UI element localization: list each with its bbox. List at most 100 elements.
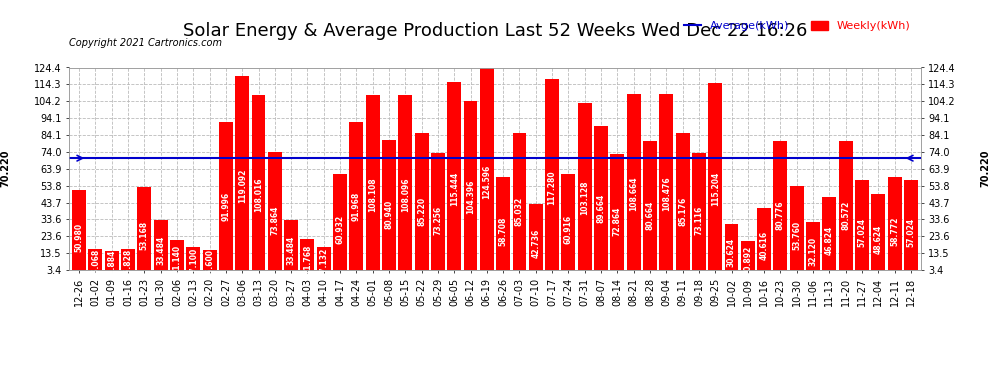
Text: 33.484: 33.484 <box>287 236 296 265</box>
Bar <box>301 239 315 276</box>
Text: 58.772: 58.772 <box>890 217 899 246</box>
Text: 80.940: 80.940 <box>384 200 393 230</box>
Bar <box>236 76 249 276</box>
Bar <box>904 180 918 276</box>
Text: 91.968: 91.968 <box>351 192 361 221</box>
Bar <box>398 95 412 276</box>
Bar <box>627 94 641 276</box>
Text: 80.572: 80.572 <box>842 200 850 230</box>
Text: 73.256: 73.256 <box>434 206 443 235</box>
Bar <box>72 190 86 276</box>
Bar <box>88 249 102 276</box>
Bar <box>463 101 477 276</box>
Bar <box>121 249 135 276</box>
Text: 117.280: 117.280 <box>547 170 556 205</box>
Bar <box>219 122 233 276</box>
Bar <box>153 220 167 276</box>
Bar <box>480 67 494 276</box>
Bar <box>365 95 379 276</box>
Bar <box>415 133 429 276</box>
Bar <box>888 177 902 276</box>
Bar <box>578 103 592 276</box>
Text: 115.444: 115.444 <box>449 172 458 206</box>
Bar <box>806 222 820 276</box>
Text: 85.176: 85.176 <box>678 197 687 226</box>
Bar <box>496 177 510 276</box>
Text: 89.664: 89.664 <box>597 194 606 223</box>
Bar <box>708 83 722 276</box>
Text: Solar Energy & Average Production Last 52 Weeks Wed Dec 22 16:26: Solar Energy & Average Production Last 5… <box>183 22 807 40</box>
Bar <box>251 95 265 276</box>
Text: 108.664: 108.664 <box>629 177 639 211</box>
Text: 60.932: 60.932 <box>336 215 345 244</box>
Text: 108.476: 108.476 <box>661 177 671 211</box>
Bar <box>349 122 363 276</box>
Bar <box>431 153 445 276</box>
Text: 50.980: 50.980 <box>74 223 83 252</box>
Text: 73.116: 73.116 <box>694 206 703 235</box>
Text: 58.708: 58.708 <box>499 217 508 246</box>
Bar <box>611 154 625 276</box>
Bar <box>545 80 559 276</box>
Text: 115.204: 115.204 <box>711 172 720 206</box>
Text: 73.864: 73.864 <box>270 206 279 235</box>
Text: 85.032: 85.032 <box>515 197 524 226</box>
Bar <box>644 141 657 276</box>
Text: 15.828: 15.828 <box>124 249 133 278</box>
Text: 108.016: 108.016 <box>254 177 263 212</box>
Bar <box>333 174 346 276</box>
Bar <box>659 94 673 276</box>
Text: 21.140: 21.140 <box>172 245 181 274</box>
Text: 80.664: 80.664 <box>645 200 654 230</box>
Text: 124.596: 124.596 <box>482 165 491 199</box>
Text: 15.600: 15.600 <box>205 249 214 279</box>
Bar <box>382 140 396 276</box>
Bar <box>741 241 754 276</box>
Bar <box>871 194 885 276</box>
Legend: Average(kWh), Weekly(kWh): Average(kWh), Weekly(kWh) <box>680 17 915 36</box>
Bar <box>757 208 771 276</box>
Text: 60.916: 60.916 <box>564 215 573 244</box>
Bar <box>855 180 869 276</box>
Bar <box>529 204 543 276</box>
Text: 53.168: 53.168 <box>140 221 148 250</box>
Bar <box>138 187 151 276</box>
Bar <box>186 247 200 276</box>
Bar <box>561 174 575 276</box>
Text: 46.824: 46.824 <box>825 226 834 255</box>
Text: 20.892: 20.892 <box>743 245 752 274</box>
Bar <box>839 141 852 276</box>
Text: 30.624: 30.624 <box>727 238 736 267</box>
Text: 14.884: 14.884 <box>107 250 116 279</box>
Text: 17.132: 17.132 <box>319 248 329 278</box>
Bar <box>594 126 608 276</box>
Bar <box>170 240 184 276</box>
Text: 72.864: 72.864 <box>613 206 622 236</box>
Text: 33.484: 33.484 <box>156 236 165 265</box>
Bar <box>790 186 804 276</box>
Text: 17.100: 17.100 <box>189 248 198 278</box>
Bar <box>203 250 217 276</box>
Bar <box>773 141 787 276</box>
Text: 57.024: 57.024 <box>907 218 916 247</box>
Bar <box>692 153 706 276</box>
Text: 104.396: 104.396 <box>466 180 475 214</box>
Text: 80.776: 80.776 <box>776 200 785 230</box>
Bar <box>284 220 298 276</box>
Text: 48.624: 48.624 <box>874 225 883 254</box>
Bar <box>268 152 282 276</box>
Bar <box>447 82 461 276</box>
Text: 40.616: 40.616 <box>759 231 768 260</box>
Bar <box>513 134 527 276</box>
Text: 16.068: 16.068 <box>91 249 100 278</box>
Bar <box>725 225 739 276</box>
Text: 119.092: 119.092 <box>238 169 247 203</box>
Bar <box>675 133 689 276</box>
Text: 108.096: 108.096 <box>401 177 410 212</box>
Text: Copyright 2021 Cartronics.com: Copyright 2021 Cartronics.com <box>69 38 223 48</box>
Text: 85.220: 85.220 <box>417 197 426 226</box>
Text: 70.220: 70.220 <box>0 150 10 188</box>
Text: 57.024: 57.024 <box>857 218 866 247</box>
Text: 42.736: 42.736 <box>532 229 541 258</box>
Text: 91.996: 91.996 <box>222 192 231 221</box>
